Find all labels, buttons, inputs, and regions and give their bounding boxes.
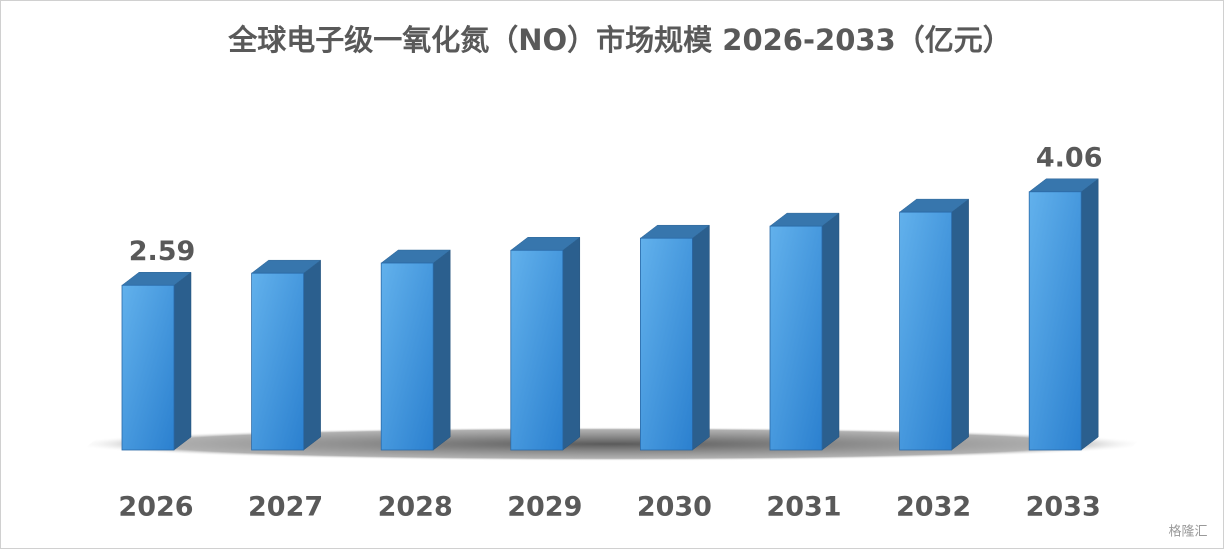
x-tick-label: 2030 — [637, 492, 712, 523]
data-label: 4.06 — [1036, 142, 1103, 173]
x-tick-label: 2027 — [248, 492, 323, 523]
bar-side — [562, 236, 581, 451]
x-tick-label: 2031 — [766, 492, 841, 523]
bar-side — [432, 249, 451, 451]
bar-side — [821, 212, 840, 451]
bar-side — [1080, 178, 1099, 451]
bar — [121, 284, 175, 451]
x-tick-label: 2028 — [378, 492, 453, 523]
bar — [380, 262, 434, 451]
bar — [899, 211, 952, 451]
x-tick-label: 2032 — [896, 492, 971, 523]
x-tick-label: 2029 — [507, 492, 582, 523]
bar — [510, 249, 564, 451]
x-tick-label: 2033 — [1026, 492, 1101, 523]
x-tick-label: 2026 — [118, 492, 193, 523]
bar-side — [692, 224, 710, 451]
chart-title: 全球电子级一氧化氮（NO）市场规模 2026-2033（亿元） — [227, 23, 1011, 57]
bar — [769, 225, 823, 451]
bar-side — [173, 271, 192, 451]
bar-side — [303, 259, 321, 451]
watermark: 格隆汇 — [1168, 524, 1207, 540]
bar — [640, 237, 693, 451]
bar — [1028, 191, 1082, 451]
bar-side — [951, 198, 969, 451]
floor-shadow — [70, 427, 1150, 461]
data-label: 2.59 — [129, 236, 196, 267]
bar — [251, 272, 305, 451]
